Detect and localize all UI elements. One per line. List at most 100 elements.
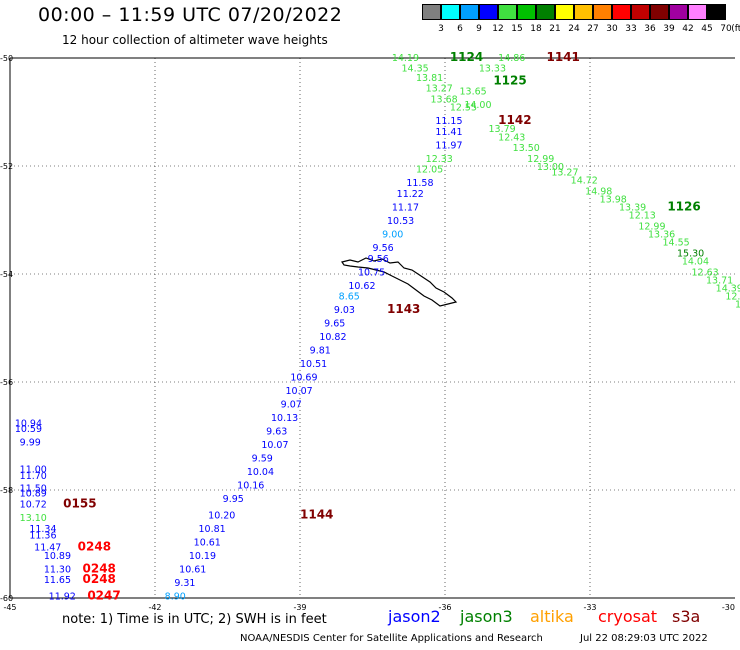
wave-height-value: 10.69 xyxy=(290,373,317,384)
wave-height-value: 14.98 xyxy=(585,186,612,197)
wave-height-value: 9.95 xyxy=(223,494,244,505)
scale-swatch xyxy=(460,4,479,20)
scale-swatch xyxy=(593,4,612,20)
pass-time-label: 1141 xyxy=(547,50,580,64)
wave-height-value: 10.81 xyxy=(199,524,226,535)
wave-height-value: 13.27 xyxy=(426,84,453,95)
scale-swatch xyxy=(631,4,650,20)
pass-time-label: 0248 xyxy=(78,540,111,554)
wave-height-value: 11.65 xyxy=(44,575,71,586)
scale-swatch xyxy=(441,4,460,20)
pass-time-label: 0248 xyxy=(83,572,116,586)
wave-height-value: 10.51 xyxy=(300,359,327,370)
lat-tick-label: -56 xyxy=(0,378,13,387)
pass-time-label: 0247 xyxy=(87,588,120,602)
scale-swatch xyxy=(650,4,669,20)
axis-tick-labels: -50 -52 -54 -56 -58 -60-45 -42 -39 -36 -33 -30 xyxy=(0,54,735,612)
scale-swatch xyxy=(498,4,517,20)
wave-height-value: 12.05 xyxy=(416,165,443,176)
lat-lon-grid xyxy=(9,57,735,599)
lon-tick-label: -39 xyxy=(293,603,306,612)
wave-height-value: 13.27 xyxy=(551,167,578,178)
wave-height-value: 15.30 xyxy=(677,248,704,259)
wave-height-value: 11.70 xyxy=(20,471,47,482)
wave-height-value: 12.63 xyxy=(735,300,740,311)
wave-height-value: 14.39 xyxy=(716,284,740,295)
wave-height-value: 13.81 xyxy=(416,73,443,84)
wave-height-value: 13.39 xyxy=(619,203,646,214)
scale-label: 3 xyxy=(438,24,444,34)
wave-height-value: 13.98 xyxy=(600,194,627,205)
wave-height-value: 11.41 xyxy=(435,127,462,138)
map-title: 00:00 – 11:59 UTC 07/20/2022 xyxy=(38,4,343,26)
wave-height-value: 13.68 xyxy=(431,95,458,106)
scale-label: 39 xyxy=(663,24,675,34)
scale-label: 36 xyxy=(644,24,656,34)
scale-label: 18 xyxy=(530,24,542,34)
wave-height-value: 10.07 xyxy=(286,386,313,397)
footer-credit: NOAA/NESDIS Center for Satellite Applica… xyxy=(240,633,543,644)
wave-height-value: 13.71 xyxy=(706,275,733,286)
lat-tick-label: -50 xyxy=(0,54,13,63)
wave-height-value: 9.99 xyxy=(20,437,41,448)
wave-height-value: 9.81 xyxy=(310,346,331,357)
wave-height-value: 14.86 xyxy=(498,53,525,64)
scale-label: 12 xyxy=(492,24,504,34)
scale-swatch xyxy=(688,4,707,20)
wave-height-value: 10.75 xyxy=(358,267,385,278)
wave-height-value: 9.56 xyxy=(368,254,389,265)
wave-height-value: 14.19 xyxy=(392,53,419,64)
wave-height-value: 10.61 xyxy=(194,537,221,548)
wave-height-value: 12.55 xyxy=(450,103,477,114)
scale-label: 24 xyxy=(568,24,580,34)
wave-height-value: 12.33 xyxy=(426,154,453,165)
wave-height-value: 10.61 xyxy=(179,564,206,575)
wave-height-value: 11.15 xyxy=(435,116,462,127)
lon-tick-label: -36 xyxy=(438,603,451,612)
scale-label: 70 xyxy=(720,24,732,34)
pass-time-label: 1142 xyxy=(498,113,531,127)
wave-height-value: 12.99 xyxy=(527,154,554,165)
lon-tick-label: -33 xyxy=(583,603,596,612)
pass-time-label: 1124 xyxy=(450,50,483,64)
wave-height-value: 13.36 xyxy=(648,230,675,241)
scale-label: 45 xyxy=(701,24,713,34)
wave-height-value: 9.65 xyxy=(324,319,345,330)
scale-label: 33 xyxy=(625,24,637,34)
scale-swatch xyxy=(422,4,441,20)
wave-height-value: 10.19 xyxy=(189,551,216,562)
wave-height-value: 10.94 xyxy=(15,419,42,430)
wave-height-value: 9.56 xyxy=(373,243,394,254)
footer-generated-date: Jul 22 08:29:03 UTC 2022 xyxy=(580,633,708,644)
wave-height-value: 14.35 xyxy=(402,64,429,75)
wave-height-value: 10.04 xyxy=(247,467,274,478)
scale-swatch xyxy=(517,4,536,20)
scale-label: 30 xyxy=(606,24,618,34)
scale-swatch xyxy=(574,4,593,20)
wave-height-value: 12.43 xyxy=(498,132,525,143)
wave-height-value: 8.90 xyxy=(165,591,186,602)
wave-height-value: 9.03 xyxy=(334,305,355,316)
wave-height-value: 13.00 xyxy=(537,162,564,173)
wave-height-value: 13.50 xyxy=(513,143,540,154)
lon-tick-label: -45 xyxy=(3,603,16,612)
wave-height-value: 11.36 xyxy=(29,530,56,541)
satellite-legend-jason3: jason3 xyxy=(460,607,513,626)
wave-height-value: 10.59 xyxy=(15,424,42,435)
wave-height-value: 10.89 xyxy=(20,489,47,500)
pass-time-label: 0248 xyxy=(83,561,116,575)
wave-height-value: 12.99 xyxy=(638,221,665,232)
wave-height-value: 11.97 xyxy=(435,140,462,151)
scale-label: 15 xyxy=(511,24,523,34)
scale-unit-label: (ft) xyxy=(731,24,740,34)
wave-height-value: 11.22 xyxy=(397,189,424,200)
wave-height-value: 9.63 xyxy=(266,427,287,438)
wave-height-value: 12.80 xyxy=(725,292,740,303)
wave-height-value: 14.72 xyxy=(571,176,598,187)
wave-height-value: 9.07 xyxy=(281,400,302,411)
lat-tick-label: -54 xyxy=(0,270,13,279)
satellite-legend-cryosat: cryosat xyxy=(598,607,658,626)
pass-time-label: 0155 xyxy=(63,497,96,511)
south-georgia-island-outline xyxy=(341,257,458,307)
